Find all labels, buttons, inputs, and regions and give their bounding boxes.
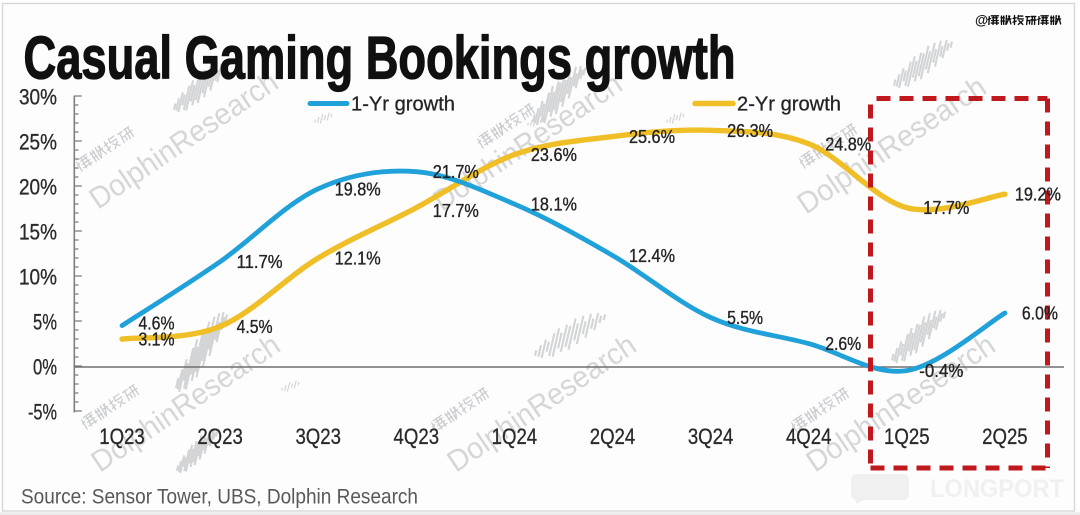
svg-text:17.7%: 17.7% [923,198,969,218]
svg-text:24.8%: 24.8% [825,134,871,154]
svg-text:1Q24: 1Q24 [492,424,538,449]
svg-text:2Q25: 2Q25 [982,424,1028,449]
svg-text:19.2%: 19.2% [1015,185,1061,205]
svg-text:-5%: -5% [28,400,57,425]
svg-text:2-Yr growth: 2-Yr growth [737,94,841,116]
svg-text:5%: 5% [33,310,57,335]
svg-text:-0.4%: -0.4% [919,361,963,381]
svg-text:11.7%: 11.7% [237,252,283,272]
svg-text:Casual Gaming Bookings growth: Casual Gaming Bookings growth [24,24,736,91]
svg-text:10%: 10% [19,265,57,290]
svg-text:17.7%: 17.7% [433,201,479,221]
svg-text:23.6%: 23.6% [531,145,577,165]
svg-text:3.1%: 3.1% [139,330,175,350]
svg-text:1-Yr growth: 1-Yr growth [351,94,455,116]
svg-text:20%: 20% [19,175,57,200]
svg-text:6.0%: 6.0% [1022,304,1058,324]
svg-text:25.6%: 25.6% [629,127,675,147]
svg-text:15%: 15% [19,220,57,245]
svg-text:4Q24: 4Q24 [786,424,832,449]
svg-text:12.4%: 12.4% [629,246,675,266]
svg-text:5.5%: 5.5% [727,308,763,328]
svg-text:2Q23: 2Q23 [197,424,243,449]
svg-text:18.1%: 18.1% [531,195,577,215]
svg-text:0%: 0% [33,355,57,380]
svg-text:3Q23: 3Q23 [295,424,341,449]
svg-text:3Q24: 3Q24 [688,424,734,449]
svg-text:21.7%: 21.7% [433,162,479,182]
svg-text:1Q23: 1Q23 [99,424,145,449]
svg-text:4Q23: 4Q23 [394,424,440,449]
svg-text:LONGPORT: LONGPORT [930,475,1064,503]
svg-text:4.5%: 4.5% [237,317,273,337]
svg-text:25%: 25% [19,130,57,155]
svg-text:Source: Sensor Tower, UBS, Dol: Source: Sensor Tower, UBS, Dolphin Resea… [21,486,418,509]
svg-text:1Q25: 1Q25 [884,424,930,449]
svg-text:4.6%: 4.6% [139,314,175,334]
svg-text:26.3%: 26.3% [727,121,773,141]
svg-text:2Q24: 2Q24 [590,424,636,449]
svg-text:19.8%: 19.8% [335,179,381,199]
svg-text:12.1%: 12.1% [335,249,381,269]
svg-text:@: @ [975,13,988,28]
svg-text:2.6%: 2.6% [825,334,861,354]
svg-text:30%: 30% [19,85,57,110]
